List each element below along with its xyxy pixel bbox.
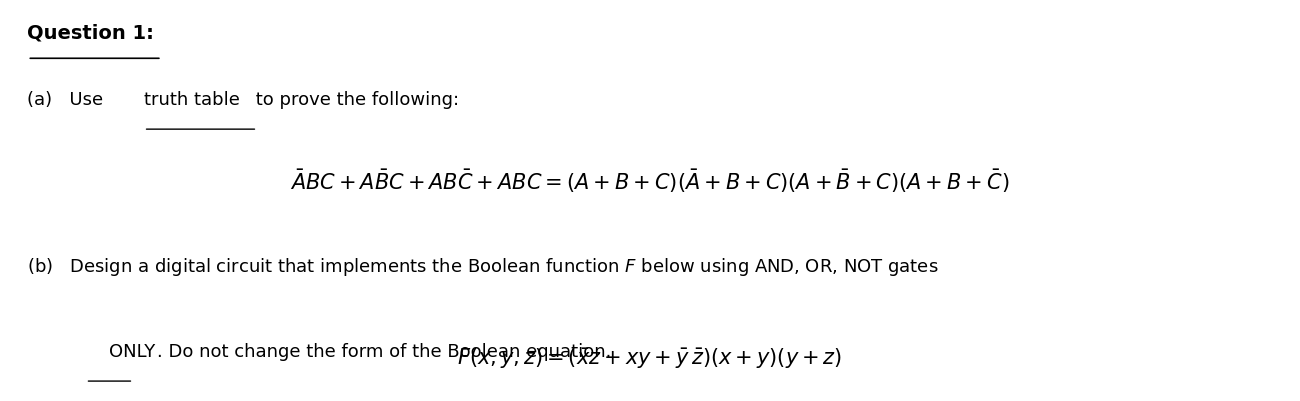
Text: to prove the following:: to prove the following: [250, 91, 459, 109]
Text: ONLY: ONLY [109, 342, 155, 360]
Text: (b)   Design a digital circuit that implements the Boolean function $F$ below us: (b) Design a digital circuit that implem… [27, 255, 939, 277]
Text: $F(x, y, z) = (\bar{x}z + xy + \bar{y}\,\bar{z})(x + y)(y + z)$: $F(x, y, z) = (\bar{x}z + xy + \bar{y}\,… [458, 346, 842, 370]
Text: (a)   Use: (a) Use [27, 91, 109, 109]
Text: . Do not change the form of the Boolean equation.: . Do not change the form of the Boolean … [156, 342, 611, 360]
Text: $\bar{A}BC + A\bar{B}C + AB\bar{C} + ABC = (A + B + C)(\bar{A} + B + C)(A + \bar: $\bar{A}BC + A\bar{B}C + AB\bar{C} + ABC… [290, 167, 1010, 194]
Text: truth table: truth table [144, 91, 239, 109]
Text: Question 1:: Question 1: [27, 24, 155, 43]
